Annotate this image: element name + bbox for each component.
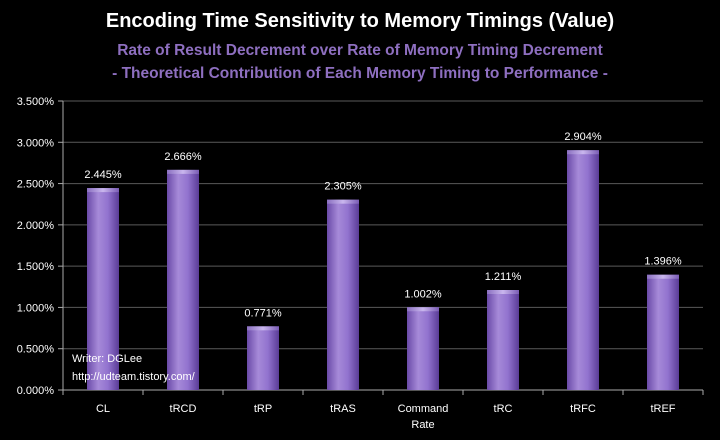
category-label: tRC bbox=[494, 403, 513, 415]
chart-subtitle-1: Rate of Result Decrement over Rate of Me… bbox=[117, 42, 603, 59]
bar-cap bbox=[247, 326, 279, 331]
bar bbox=[407, 307, 439, 390]
data-label: 1.211% bbox=[485, 271, 522, 283]
bar-cap bbox=[647, 274, 679, 279]
bar bbox=[247, 326, 279, 390]
category-label: tREF bbox=[650, 403, 675, 415]
bar bbox=[327, 199, 359, 390]
data-label: 0.771% bbox=[244, 307, 282, 319]
data-label: 2.666% bbox=[164, 151, 202, 163]
bar-cap bbox=[487, 290, 519, 295]
bar-cap bbox=[87, 188, 119, 193]
bar bbox=[487, 290, 519, 390]
data-label: 2.445% bbox=[84, 169, 122, 181]
y-tick-label: 1.000% bbox=[17, 302, 55, 314]
y-tick-label: 3.000% bbox=[17, 137, 55, 149]
bar-cap bbox=[327, 199, 359, 204]
bar bbox=[87, 188, 119, 390]
category-label: tRFC bbox=[570, 403, 596, 415]
y-tick-label: 0.000% bbox=[17, 385, 55, 397]
y-tick-label: 0.500% bbox=[17, 344, 55, 356]
y-tick-label: 3.500% bbox=[17, 96, 55, 108]
bar bbox=[567, 150, 599, 390]
category-label: tRCD bbox=[170, 403, 197, 415]
bar bbox=[167, 169, 199, 390]
url-note: http://udteam.tistory.com/ bbox=[72, 371, 195, 383]
bar-cap bbox=[567, 150, 599, 155]
data-label: 1.396% bbox=[644, 256, 682, 268]
bar bbox=[647, 274, 679, 390]
data-label: 1.002% bbox=[404, 288, 442, 300]
y-tick-label: 1.500% bbox=[17, 261, 55, 273]
category-label: tRP bbox=[254, 403, 272, 415]
chart-title: Encoding Time Sensitivity to Memory Timi… bbox=[105, 10, 615, 32]
data-label: 2.904% bbox=[564, 131, 602, 143]
category-label: Command bbox=[398, 403, 449, 415]
bar-cap bbox=[167, 169, 199, 174]
y-tick-label: 2.500% bbox=[17, 179, 55, 191]
y-tick-label: 2.000% bbox=[17, 220, 55, 232]
bar-cap bbox=[407, 307, 439, 312]
data-label: 2.305% bbox=[324, 181, 362, 193]
category-label: CL bbox=[96, 403, 110, 415]
chart-subtitle-2: - Theoretical Contribution of Each Memor… bbox=[112, 65, 608, 82]
writer-note: Writer: DGLee bbox=[72, 353, 143, 365]
category-label: Rate bbox=[411, 419, 434, 431]
category-label: tRAS bbox=[330, 403, 356, 415]
